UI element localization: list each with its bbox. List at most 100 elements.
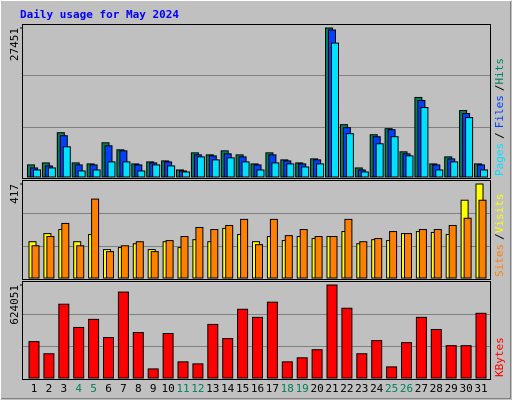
bar [137,170,146,178]
bar [326,284,338,379]
bar [316,163,325,178]
bar [430,328,442,379]
x-tick-label: 29 [445,382,458,395]
legend-separator: / [493,85,506,92]
x-tick-label: 23 [355,382,368,395]
bar [192,363,204,379]
x-tick-label: 20 [310,382,323,395]
y-tick-label: 27451 [8,28,21,61]
x-tick-label: 21 [325,382,338,395]
bar [117,291,129,379]
bar [404,233,412,279]
bar [132,332,144,379]
bar [207,323,219,379]
bar [147,368,159,379]
bar [448,224,457,279]
x-tick-label: 24 [370,382,384,395]
bar [341,307,353,379]
bar [103,337,114,379]
x-tick-label: 1 [31,382,38,395]
x-tick-label: 11 [176,382,189,395]
legend: Pages/Files/Hits [493,58,506,176]
bar [252,316,263,379]
bar [460,345,472,379]
bar [435,169,444,178]
bar [107,161,116,178]
bar [122,161,131,178]
bar [311,349,323,379]
bar [106,251,114,279]
x-tick-label: 17 [266,382,279,395]
bar [61,222,70,279]
bar [360,171,369,178]
bar [152,164,161,178]
bar [401,342,412,379]
bar [356,353,368,379]
x-tick-label: 26 [400,382,413,395]
bar [162,333,174,379]
bar [405,155,414,178]
bar [210,229,219,279]
bar [255,244,263,279]
bar [88,318,100,379]
bar [390,136,399,178]
bar [433,229,442,279]
bar [47,167,56,178]
bar [475,312,487,379]
bar [420,107,429,178]
bar [225,224,234,279]
bar [91,198,100,279]
bar [177,361,189,379]
bar [76,245,85,279]
bar [463,217,472,279]
legend-entry: Sites [493,244,506,277]
bar [375,143,384,178]
bar [120,245,129,279]
bar [256,169,265,178]
y-tick-label: 624051 [8,285,21,325]
bar [271,162,280,178]
bar [465,117,474,178]
x-tick-label: 16 [251,382,264,395]
x-tick-label: 9 [150,382,157,395]
bar [226,157,235,178]
legend: Sites /Visits [493,194,506,278]
bar [150,251,159,279]
bar [415,316,427,379]
bar [33,169,41,178]
bar [196,156,205,178]
x-tick-label: 8 [135,382,142,395]
x-tick-label: 18 [281,382,294,395]
bar [301,166,310,178]
bar [165,240,174,279]
bar [240,218,249,279]
x-tick-label: 28 [430,382,443,395]
x-tick-label: 4 [75,382,82,395]
bar [73,326,85,379]
bar [241,161,250,178]
bar [28,341,40,379]
bar [167,165,176,178]
x-tick-label: 15 [236,382,249,395]
bar [237,308,249,379]
bar [43,353,55,379]
x-tick-label: 31 [474,382,487,395]
bar [450,161,459,178]
bar [286,163,295,178]
x-tick-label: 7 [120,382,127,395]
x-tick-label: 30 [459,382,472,395]
legend-entry: Visits [493,194,506,234]
bar [389,231,398,279]
bar [135,241,144,279]
bar [266,301,278,379]
x-tick-label: 2 [46,382,53,395]
x-tick-label: 25 [385,382,398,395]
bar [296,357,308,379]
legend-entry: Pages [493,143,506,176]
bar [299,229,308,279]
bar [344,218,353,279]
x-tick-label: 6 [105,382,112,395]
panel [22,24,491,179]
